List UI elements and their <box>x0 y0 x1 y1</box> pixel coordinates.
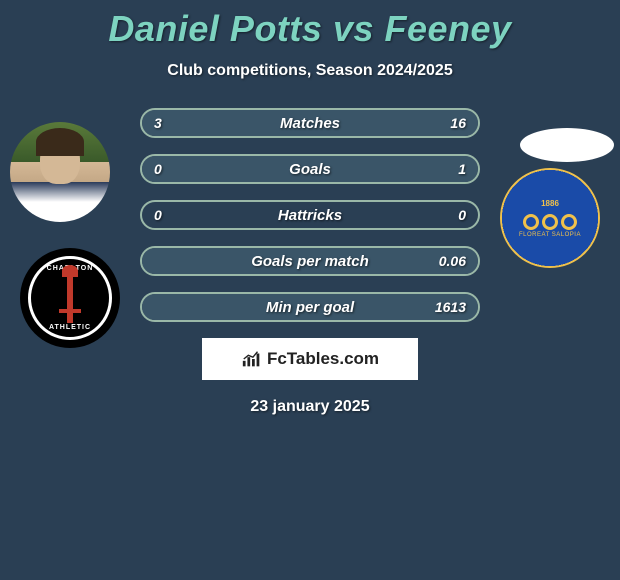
stat-row: 0Goals1 <box>140 154 480 184</box>
subtitle: Club competitions, Season 2024/2025 <box>0 62 620 80</box>
stat-label: Matches <box>142 115 478 132</box>
player2-club-badge: 1886 FLOREAT SALOPIA <box>500 168 600 268</box>
stat-right-value: 1 <box>458 161 466 177</box>
stat-row: Min per goal1613 <box>140 292 480 322</box>
chart-icon <box>241 349 263 369</box>
content-area: CHARLTON ATHLETIC 1886 FLOREAT SALOPIA 3… <box>0 108 620 416</box>
stats-container: 3Matches160Goals10Hattricks0Goals per ma… <box>140 108 480 322</box>
vs-text: vs <box>333 8 374 49</box>
club-right-motto: FLOREAT SALOPIA <box>519 232 581 238</box>
stat-right-value: 1613 <box>435 299 466 315</box>
stat-right-value: 0 <box>458 207 466 223</box>
player1-name: Daniel Potts <box>108 8 322 49</box>
club-right-year: 1886 <box>541 199 559 208</box>
watermark-text: FcTables.com <box>267 349 379 369</box>
stat-row: 3Matches16 <box>140 108 480 138</box>
date: 23 january 2025 <box>0 398 620 416</box>
stat-right-value: 0.06 <box>439 253 466 269</box>
stat-right-value: 16 <box>450 115 466 131</box>
charlton-badge-inner: CHARLTON ATHLETIC <box>28 256 112 340</box>
stat-label: Goals per match <box>142 253 478 270</box>
stat-label: Min per goal <box>142 299 478 316</box>
player2-placeholder <box>520 128 614 162</box>
club-left-bottom-text: ATHLETIC <box>49 324 91 331</box>
stat-label: Hattricks <box>142 207 478 224</box>
player2-name: Feeney <box>385 8 512 49</box>
lions-icon <box>523 214 577 230</box>
comparison-title: Daniel Potts vs Feeney <box>0 0 620 50</box>
player1-photo <box>10 122 110 222</box>
stat-row: Goals per match0.06 <box>140 246 480 276</box>
watermark: FcTables.com <box>202 338 418 380</box>
stat-row: 0Hattricks0 <box>140 200 480 230</box>
player1-club-badge: CHARLTON ATHLETIC <box>20 248 120 348</box>
stat-label: Goals <box>142 161 478 178</box>
sword-icon <box>67 273 73 323</box>
